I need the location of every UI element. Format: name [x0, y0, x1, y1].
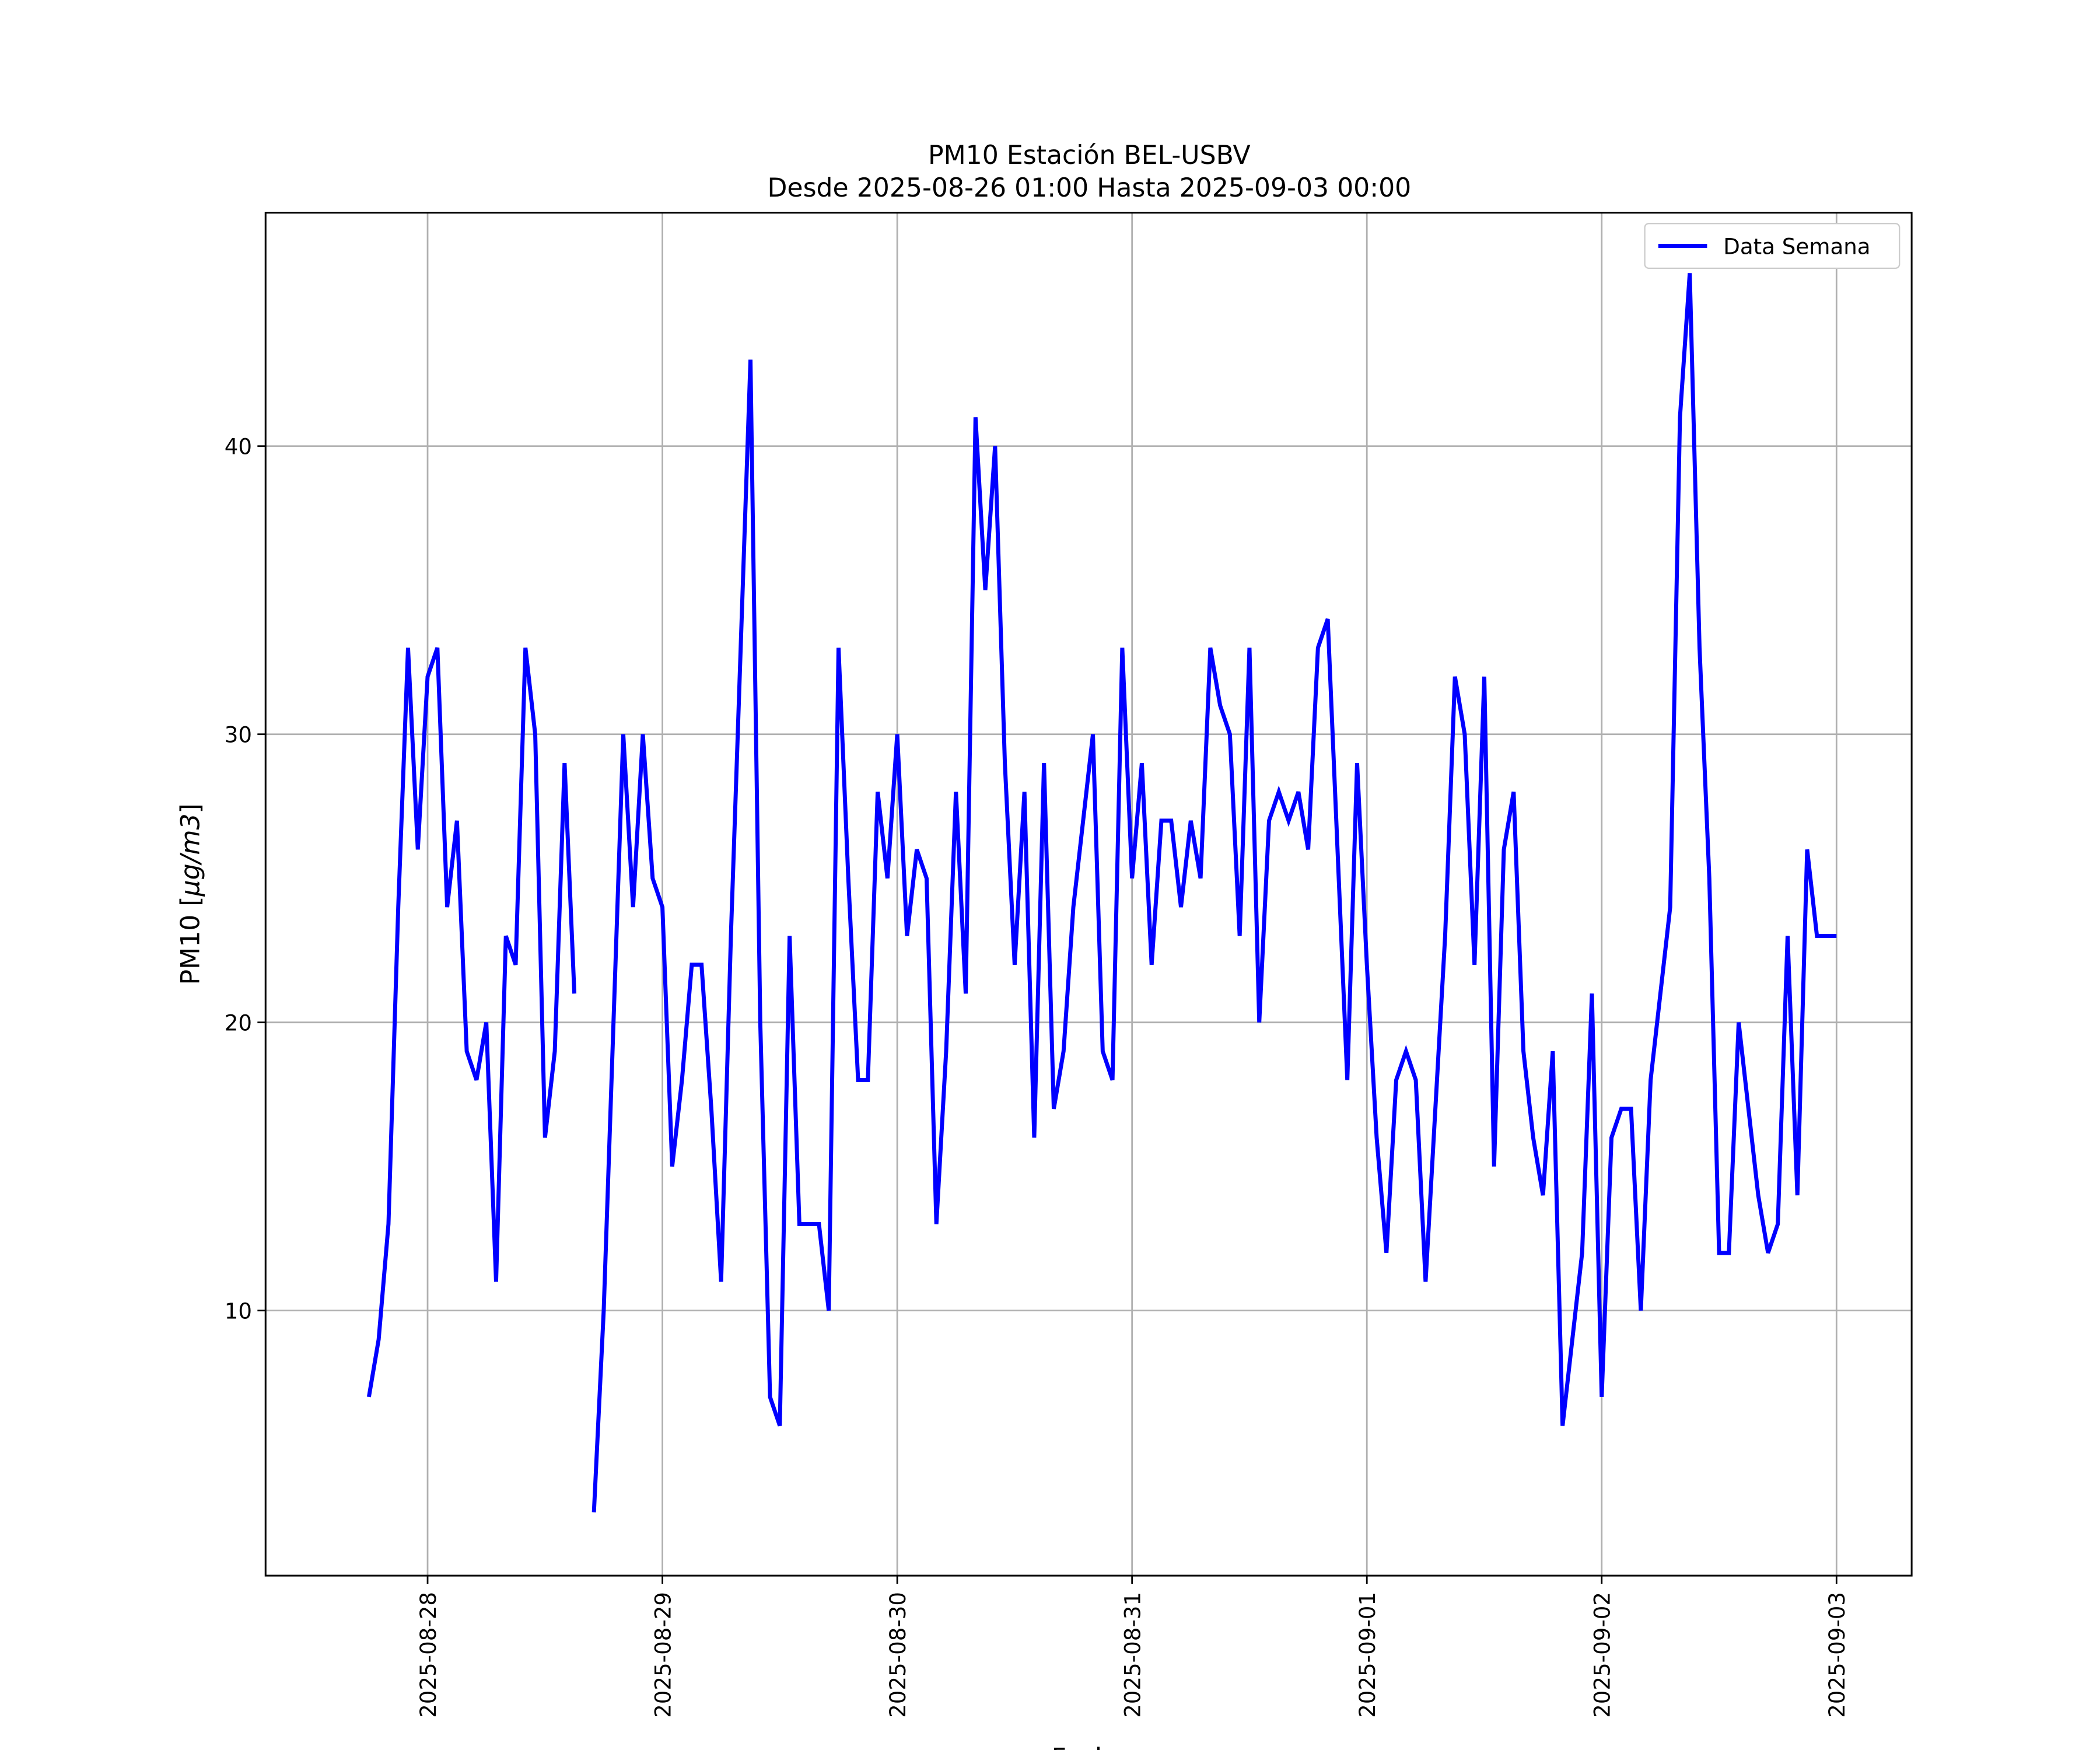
legend-box: [1644, 223, 1901, 270]
y-axis-label: PM10 [μg/m3]: [176, 803, 205, 985]
series-layer: [366, 273, 1837, 1513]
legend: Data Semana: [1644, 223, 1901, 270]
x-tick-label: 2025-08-29: [651, 1592, 676, 1718]
series-line-data-semana: [366, 273, 1837, 1513]
x-tick-label: 2025-08-28: [416, 1592, 441, 1718]
y-axis-label-prefix: PM10 [: [176, 896, 205, 985]
y-axis-label-unit: μg/m3: [176, 813, 205, 897]
y-tick-label: 40: [225, 435, 252, 460]
x-tick-label: 2025-09-01: [1355, 1592, 1380, 1718]
x-tick-label: 2025-09-02: [1590, 1592, 1615, 1718]
y-tick-label: 20: [225, 1011, 252, 1036]
legend-label-data-semana: Data Semana: [1723, 234, 1870, 259]
y-tick-label: 10: [225, 1299, 252, 1324]
y-axis-label-suffix: ]: [176, 803, 205, 813]
ticks: 2025-08-28 2025-08-29 2025-08-30 2025-08-31…: [225, 435, 1850, 1718]
chart-subtitle: Desde 2025-08-26 01:00 Hasta 2025-09-03 …: [767, 173, 1411, 203]
grid: [265, 212, 1912, 1576]
x-tick-label: 2025-08-31: [1121, 1592, 1146, 1718]
chart-title: PM10 Estación BEL-USBV: [928, 141, 1251, 170]
x-axis-label: Fecha: [1052, 1744, 1127, 1750]
x-tick-label: 2025-09-03: [1825, 1592, 1850, 1718]
x-tick-label: 2025-08-30: [886, 1592, 911, 1718]
y-tick-label: 30: [225, 723, 252, 748]
plot-frame: [264, 212, 1913, 1577]
